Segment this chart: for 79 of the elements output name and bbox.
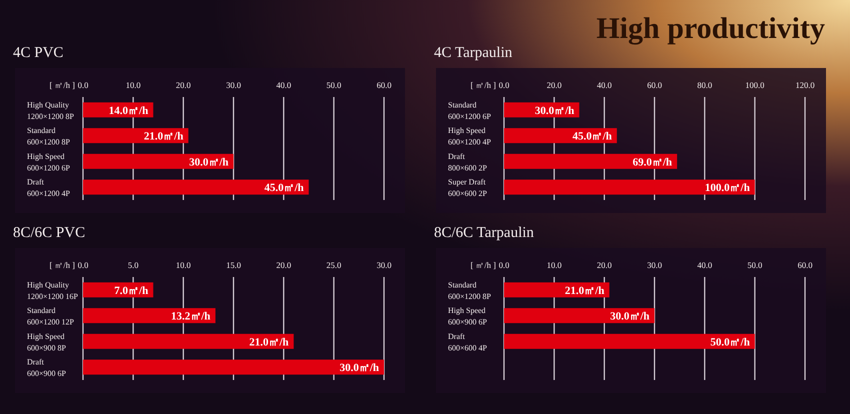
x-tick-label: 20.0 [546, 80, 562, 90]
x-tick-label: 30.0 [226, 80, 241, 90]
y-tick-label: Standard 600×1200 12P [27, 306, 75, 327]
x-tick-label: 0.0 [498, 80, 510, 90]
x-tick-label: 10.0 [546, 260, 562, 270]
bar [504, 334, 755, 349]
x-tick-label: 10.0 [126, 80, 141, 90]
data-label: 30.0㎡/h [610, 310, 650, 323]
x-tick-label: 40.0 [596, 80, 612, 90]
bar [504, 154, 678, 169]
x-tick-label: 0.0 [78, 260, 88, 270]
y-tick-label: Standard 600×1200 8P [448, 280, 492, 301]
chart-title: 4C Tarpaulin [434, 45, 513, 61]
bar [504, 282, 610, 298]
x-tick-label: 50.0 [747, 260, 762, 270]
y-tick-label: Draft 600×1200 4P [27, 178, 71, 198]
x-tick-label: 120.0 [795, 80, 815, 90]
bar [83, 128, 188, 144]
x-tick-label: 15.0 [226, 260, 241, 270]
x-tick-label: 80.0 [697, 80, 712, 90]
y-tick-label: High Quality 1200×1200 16P [27, 280, 79, 301]
y-tick-label: Standard 600×1200 6P [448, 100, 492, 121]
bar [83, 308, 216, 324]
bar [83, 180, 309, 195]
data-label: 21.0㎡/h [564, 284, 604, 297]
y-tick-label: Standard 600×1200 8P [27, 126, 71, 147]
data-label: 30.0㎡/h [534, 104, 574, 117]
data-label: 50.0㎡/h [710, 336, 750, 348]
y-tick-label: High Speed 600×900 6P [448, 306, 488, 327]
x-tick-label: 5.0 [128, 260, 138, 270]
x-tick-label: 20.0 [276, 260, 292, 270]
x-tick-label: 60.0 [376, 80, 392, 90]
y-tick-label: High Speed 600×1200 6P [27, 152, 71, 172]
bar [504, 308, 654, 324]
data-label: 30.0㎡/h [340, 362, 379, 374]
chart-title: 4C PVC [13, 45, 64, 61]
x-tick-label: 20.0 [176, 80, 191, 90]
data-label: 13.2㎡/h [171, 310, 210, 323]
x-tick-label: 100.0 [745, 80, 764, 90]
y-tick-label: High Speed 600×1200 4P [448, 126, 492, 147]
y-tick-label: Draft 800×600 2P [448, 152, 488, 172]
x-tick-label: 40.0 [697, 260, 712, 270]
x-tick-label: 60.0 [798, 260, 812, 270]
data-label: 45.0㎡/h [264, 182, 304, 194]
data-label: 69.0㎡/h [632, 156, 672, 168]
data-label: 14.0㎡/h [108, 104, 148, 117]
x-tick-label: 40.0 [276, 80, 292, 90]
text: High productivity [596, 12, 825, 45]
x-tick-label: 30.0 [647, 260, 662, 270]
data-label: 100.0㎡/h [704, 182, 750, 194]
x-tick-label: 0.0 [498, 260, 510, 270]
data-label: 21.0㎡/h [144, 130, 184, 143]
x-tick-label: 20.0 [596, 260, 612, 270]
x-tick-label: 60.0 [647, 80, 662, 90]
y-tick-label: High Quality 1200×1200 8P [27, 100, 75, 121]
chart-title: 8C/6C PVC [13, 225, 86, 241]
data-label: 30.0㎡/h [189, 156, 228, 168]
x-tick-label: 30.0 [376, 260, 392, 270]
x-axis-title: [ ㎡/h ] [470, 80, 496, 90]
data-label: 21.0㎡/h [249, 336, 289, 348]
x-tick-label: 10.0 [176, 260, 191, 270]
bar [504, 180, 755, 195]
y-tick-label: Super Draft 600×600 2P [448, 178, 488, 198]
data-label: 45.0㎡/h [572, 130, 612, 143]
x-tick-label: 0.0 [78, 80, 88, 90]
y-tick-label: High Speed 600×900 8P [27, 332, 67, 352]
x-tick-label: 25.0 [326, 260, 342, 270]
y-tick-label: Draft 600×900 6P [27, 358, 67, 378]
bar [83, 360, 384, 375]
bar [504, 128, 617, 144]
data-label: 7.0㎡/h [114, 284, 148, 297]
chart-title: 8C/6C Tarpaulin [434, 225, 534, 241]
x-tick-label: 50.0 [326, 80, 342, 90]
x-axis-title: [ ㎡/h ] [49, 260, 76, 270]
x-axis-title: [ ㎡/h ] [470, 260, 496, 270]
x-axis-title: [ ㎡/h ] [49, 80, 76, 90]
bar [83, 154, 234, 169]
y-tick-label: Draft 600×600 4P [448, 332, 488, 352]
bar [83, 334, 294, 349]
